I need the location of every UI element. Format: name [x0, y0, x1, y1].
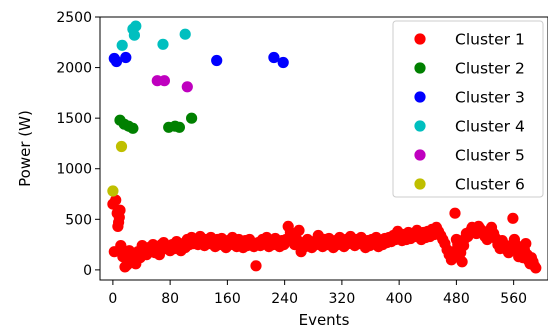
data-point-series-1-206 [520, 238, 532, 250]
data-point-series-1-3 [110, 194, 122, 206]
x-tick-label-400: 400 [386, 291, 413, 307]
plot-frame [99, 16, 548, 281]
y-tick-label-2500: 2500 [56, 10, 92, 26]
x-axis-title: Events [299, 311, 350, 329]
x-axis-ticks: 0 80 160 240 320 400 480 560 [108, 280, 527, 307]
data-point-series-3-4 [211, 54, 223, 67]
data-point-series-6-1 [107, 185, 119, 197]
y-tick-label-0: 0 [83, 263, 92, 279]
legend-label-series-3: Cluster 3 [455, 89, 525, 107]
x-tick-label-160: 160 [214, 291, 241, 307]
x-tick-label-80: 80 [161, 291, 179, 307]
data-point-series-2-4 [127, 122, 139, 134]
legend-label-series-4: Cluster 4 [455, 118, 525, 136]
legend-marker-series-3 [414, 91, 426, 103]
legend-label-series-6: Cluster 6 [455, 176, 525, 194]
data-point-series-1-197 [507, 212, 519, 224]
data-point-series-1-74 [250, 260, 262, 272]
y-tick-label-500: 500 [65, 212, 92, 228]
x-tick-label-480: 480 [443, 291, 470, 307]
data-point-series-4-3 [128, 29, 140, 41]
legend-label-series-1: Cluster 1 [455, 31, 525, 49]
data-point-series-1-213 [530, 262, 542, 274]
x-tick-label-240: 240 [271, 291, 298, 307]
y-tick-label-2000: 2000 [56, 61, 92, 77]
y-tick-label-1000: 1000 [56, 162, 92, 178]
data-point-series-3-5 [268, 51, 280, 64]
data-point-series-1-8 [114, 204, 126, 216]
legend-items: Cluster 1 Cluster 2 Cluster 3 Cluster 4 Clus… [414, 31, 525, 194]
legend-marker-series-4 [414, 120, 426, 132]
legend-label-series-5: Cluster 5 [455, 147, 525, 165]
y-tick-label-1500: 1500 [56, 111, 92, 127]
data-point-series-3-3 [120, 51, 132, 64]
data-point-series-3-6 [277, 56, 289, 69]
legend-marker-series-2 [414, 62, 426, 74]
data-point-series-4-6 [179, 28, 191, 40]
y-axis-ticks: 0 500 1000 1500 2000 2500 [56, 10, 100, 279]
data-point-series-1-94 [293, 224, 305, 236]
legend-marker-series-5 [414, 149, 426, 161]
data-point-series-4-4 [130, 20, 142, 32]
data-point-series-1-167 [449, 207, 461, 219]
legend: Cluster 1 Cluster 2 Cluster 3 Cluster 4 Clus… [392, 20, 544, 198]
legend-label-series-2: Cluster 2 [455, 60, 525, 78]
legend-marker-series-6 [414, 178, 426, 190]
legend-box [392, 20, 544, 198]
x-tick-label-560: 560 [500, 291, 527, 307]
data-point-series-6-2 [115, 140, 128, 153]
x-tick-label-0: 0 [108, 291, 117, 307]
x-tick-label-320: 320 [329, 291, 356, 307]
legend-marker-series-1 [414, 33, 426, 45]
data-point-series-2-8 [186, 112, 198, 124]
data-point-series-5-3 [181, 81, 193, 93]
data-point-series-2-7 [173, 121, 185, 133]
data-point-series-1-172 [456, 256, 468, 268]
data-points [107, 20, 542, 274]
y-axis-title: Power (W) [16, 110, 34, 187]
data-point-series-3-2 [110, 55, 123, 68]
data-point-series-4-5 [157, 38, 169, 50]
data-point-series-5-2 [158, 75, 170, 87]
data-point-series-4-1 [116, 39, 128, 51]
